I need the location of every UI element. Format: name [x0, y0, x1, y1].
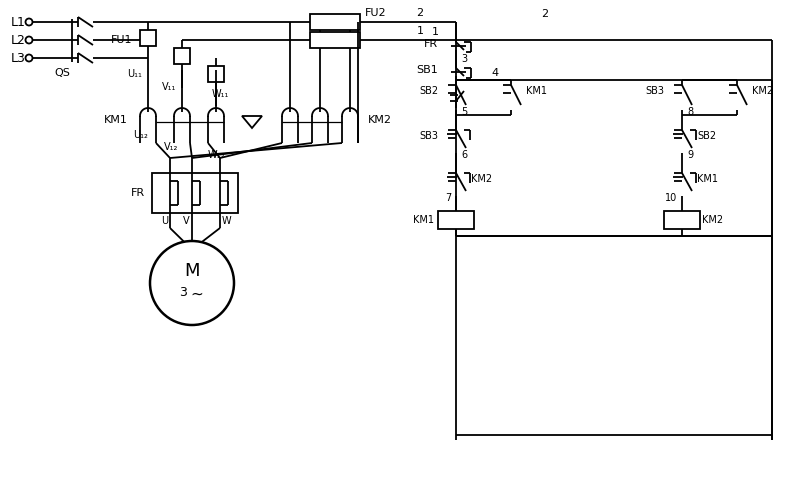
- Text: 4: 4: [491, 68, 498, 78]
- Text: W: W: [222, 216, 232, 226]
- Text: KM1: KM1: [413, 215, 434, 225]
- Text: KM2: KM2: [702, 215, 723, 225]
- Text: KM2: KM2: [752, 86, 773, 96]
- Bar: [174, 48, 190, 64]
- Text: U₁₁: U₁₁: [127, 69, 142, 79]
- Text: V₁₁: V₁₁: [162, 82, 176, 92]
- Text: U: U: [161, 216, 168, 226]
- Text: SB2: SB2: [697, 131, 716, 141]
- Text: V₁₂: V₁₂: [164, 142, 178, 152]
- Bar: [438, 211, 474, 229]
- Text: KM1: KM1: [104, 115, 128, 125]
- Text: L3: L3: [11, 52, 26, 64]
- Bar: [664, 211, 700, 229]
- Text: W₁₁: W₁₁: [212, 89, 229, 99]
- Text: FR: FR: [131, 188, 145, 198]
- Bar: [152, 173, 238, 213]
- Text: 1: 1: [431, 27, 439, 37]
- Text: FR: FR: [424, 39, 438, 49]
- Text: 10: 10: [665, 193, 677, 203]
- Text: 3: 3: [461, 54, 467, 64]
- Text: 2: 2: [416, 8, 423, 18]
- Bar: [310, 32, 360, 48]
- Text: KM2: KM2: [368, 115, 392, 125]
- Text: W₁₂: W₁₂: [208, 150, 225, 160]
- Text: U₁₂: U₁₂: [133, 130, 148, 140]
- Bar: [310, 14, 360, 30]
- Text: QS: QS: [54, 68, 70, 78]
- Bar: [140, 30, 156, 46]
- Text: 7: 7: [445, 193, 451, 203]
- Text: 3: 3: [179, 286, 187, 300]
- Text: 9: 9: [687, 150, 693, 160]
- Text: L2: L2: [11, 34, 26, 46]
- Bar: [208, 66, 224, 82]
- Text: FU2: FU2: [365, 8, 387, 18]
- Text: SB1: SB1: [416, 65, 438, 75]
- Text: ~: ~: [190, 286, 203, 302]
- Text: KM1: KM1: [526, 86, 547, 96]
- Text: KM1: KM1: [697, 174, 718, 184]
- Text: M: M: [184, 262, 200, 280]
- Text: 1: 1: [416, 26, 423, 36]
- Text: SB3: SB3: [645, 86, 664, 96]
- Text: KM2: KM2: [471, 174, 492, 184]
- Text: 8: 8: [687, 107, 693, 117]
- Text: FU1: FU1: [111, 35, 132, 45]
- Text: L1: L1: [11, 16, 26, 28]
- Text: V: V: [183, 216, 190, 226]
- Text: 6: 6: [461, 150, 467, 160]
- Text: SB3: SB3: [419, 131, 438, 141]
- Text: SB2: SB2: [419, 86, 438, 96]
- Text: 2: 2: [541, 9, 548, 19]
- Text: 5: 5: [461, 107, 467, 117]
